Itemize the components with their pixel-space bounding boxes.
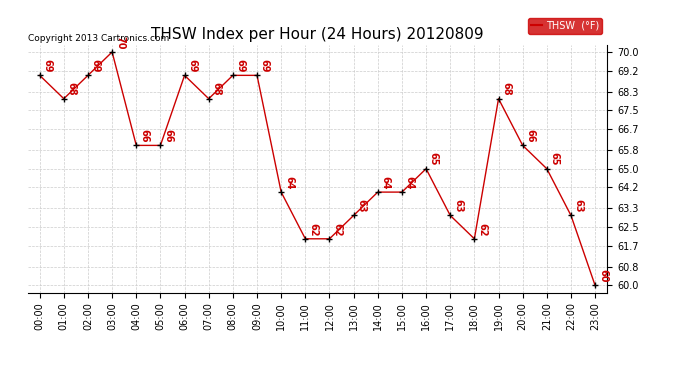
Text: 60: 60 — [598, 269, 608, 283]
Text: 65: 65 — [429, 153, 439, 166]
Text: 64: 64 — [284, 176, 294, 189]
Text: 66: 66 — [526, 129, 535, 142]
Text: 69: 69 — [91, 59, 101, 73]
Text: 68: 68 — [502, 82, 511, 96]
Text: 66: 66 — [164, 129, 173, 142]
Title: THSW Index per Hour (24 Hours) 20120809: THSW Index per Hour (24 Hours) 20120809 — [151, 27, 484, 42]
Text: 69: 69 — [236, 59, 246, 73]
Text: 62: 62 — [477, 222, 487, 236]
Text: 63: 63 — [357, 199, 366, 213]
Text: 69: 69 — [260, 59, 270, 73]
Text: 64: 64 — [381, 176, 391, 189]
Text: Copyright 2013 Cartronics.com: Copyright 2013 Cartronics.com — [28, 33, 169, 42]
Text: 62: 62 — [308, 222, 318, 236]
Text: 68: 68 — [67, 82, 77, 96]
Text: 66: 66 — [139, 129, 149, 142]
Text: 63: 63 — [453, 199, 463, 213]
Text: 70: 70 — [115, 36, 125, 49]
Text: 69: 69 — [188, 59, 197, 73]
Text: 69: 69 — [43, 59, 52, 73]
Text: 68: 68 — [212, 82, 221, 96]
Text: 65: 65 — [550, 153, 560, 166]
Text: 64: 64 — [405, 176, 415, 189]
Text: 62: 62 — [333, 222, 342, 236]
Text: 63: 63 — [574, 199, 584, 213]
Legend: THSW  (°F): THSW (°F) — [528, 18, 602, 33]
